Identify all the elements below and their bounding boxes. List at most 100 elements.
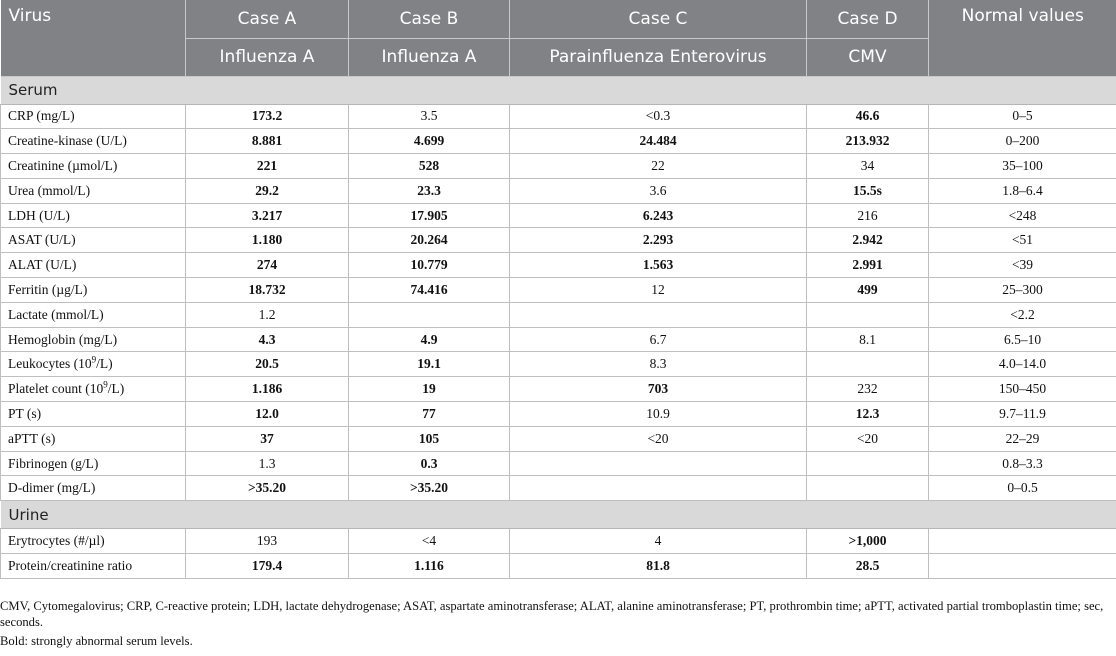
parameter-label-text: Lactate (mmol/L) — [8, 306, 104, 322]
header-row-viruses: Influenza A Influenza A Parainfluenza En… — [1, 38, 1116, 77]
case-a-header: Case A — [185, 0, 349, 39]
value-cell: 4 — [509, 528, 807, 555]
value-cell: <20 — [509, 426, 807, 452]
value-cell — [806, 351, 929, 378]
value-cell: 274 — [185, 252, 349, 279]
value-cell: 24.484 — [509, 128, 807, 155]
normal-value-cell: 150–450 — [928, 376, 1116, 403]
normal-value-cell: <39 — [928, 252, 1116, 279]
value-cell: 10.779 — [348, 252, 510, 279]
normal-value-cell — [928, 528, 1116, 555]
parameter-label: ASAT (U/L) — [0, 227, 186, 254]
value-cell: 4.9 — [348, 327, 510, 353]
parameter-label: Platelet count (109/L) — [0, 376, 186, 403]
case-b-header: Case B — [348, 0, 510, 39]
parameter-label: Creatinine (µmol/L) — [0, 153, 186, 179]
lab-values-table: Virus Case A Case B Case C Case D Normal… — [0, 0, 1116, 579]
value-cell: 6.7 — [509, 327, 807, 353]
normal-value-cell: 6.5–10 — [928, 327, 1116, 353]
normal-value-cell: 4.0–14.0 — [928, 351, 1116, 378]
parameter-label-text: D-dimer (mg/L) — [8, 480, 96, 496]
value-cell: 77 — [348, 401, 510, 427]
value-cell: 499 — [806, 277, 929, 303]
value-cell: 1.2 — [185, 302, 349, 328]
section-row: Urine — [0, 500, 1116, 530]
value-cell: <20 — [806, 426, 929, 452]
parameter-label: CRP (mg/L) — [0, 104, 186, 130]
value-cell: 29.2 — [185, 178, 349, 204]
parameter-label: Leukocytes (109/L) — [0, 351, 186, 378]
value-cell: 105 — [348, 426, 510, 452]
parameter-label: Creatine-kinase (U/L) — [0, 128, 186, 155]
parameter-label: LDH (U/L) — [0, 203, 186, 229]
value-cell: 1.116 — [348, 553, 510, 579]
normal-value-cell: <248 — [928, 203, 1116, 229]
value-cell: 2.991 — [806, 252, 929, 279]
value-cell: 28.5 — [806, 553, 929, 579]
value-cell: 37 — [185, 426, 349, 452]
table-body: Serum CRP (mg/L) 173.2 3.5 <0.3 46.6 0–5 Creati… — [0, 75, 1116, 579]
parameter-label: Fibrinogen (g/L) — [0, 451, 186, 477]
parameter-label: Protein/creatinine ratio — [0, 553, 186, 579]
parameter-label: Lactate (mmol/L) — [0, 302, 186, 328]
normal-value-cell: 35–100 — [928, 153, 1116, 179]
value-cell — [806, 302, 929, 328]
normal-value-cell: 25–300 — [928, 277, 1116, 303]
case-b-virus: Influenza A — [348, 38, 510, 77]
value-cell: 1.563 — [509, 252, 807, 279]
value-cell — [509, 302, 807, 328]
normal-value-cell: 1.8–6.4 — [928, 178, 1116, 204]
value-cell: 213.932 — [806, 128, 929, 155]
table-row: Fibrinogen (g/L) 1.3 0.3 0.8–3.3 — [0, 451, 1116, 477]
value-cell: >35.20 — [185, 475, 349, 502]
value-cell: 18.732 — [185, 277, 349, 303]
parameter-label-text: PT (s) — [8, 405, 42, 421]
value-cell: 20.5 — [185, 351, 349, 378]
value-cell: 0.3 — [348, 451, 510, 477]
parameter-label-text: Creatine-kinase (U/L) — [8, 133, 127, 149]
value-cell: 20.264 — [348, 227, 510, 254]
table-row: ASAT (U/L) 1.180 20.264 2.293 2.942 <51 — [0, 227, 1116, 254]
table-row: PT (s) 12.0 77 10.9 12.3 9.7–11.9 — [0, 401, 1116, 427]
value-cell: 17.905 — [348, 203, 510, 229]
section-title: Serum — [0, 75, 1116, 105]
value-cell: 2.293 — [509, 227, 807, 254]
value-cell: 528 — [348, 153, 510, 179]
value-cell: 8.3 — [509, 351, 807, 378]
bold-legend-note: Bold: strongly abnormal serum levels. — [0, 634, 193, 648]
value-cell: 19 — [348, 376, 510, 403]
value-cell: 4.699 — [348, 128, 510, 155]
value-cell: 6.243 — [509, 203, 807, 229]
parameter-label-text: Hemoglobin (mg/L) — [8, 331, 118, 347]
parameter-label-text: Erytrocytes (#/µl) — [8, 533, 105, 549]
table-row: Urea (mmol/L) 29.2 23.3 3.6 15.5s 1.8–6.4 — [0, 178, 1116, 204]
value-cell: 216 — [806, 203, 929, 229]
table-row: Creatinine (µmol/L) 221 528 22 34 35–100 — [0, 153, 1116, 179]
value-cell: 22 — [509, 153, 807, 179]
value-cell: 46.6 — [806, 104, 929, 130]
normal-value-cell: 9.7–11.9 — [928, 401, 1116, 427]
value-cell — [509, 475, 807, 502]
case-d-header: Case D — [806, 0, 929, 39]
normal-value-cell: 0.8–3.3 — [928, 451, 1116, 477]
value-cell: >1,000 — [806, 528, 929, 555]
header-row-cases: Virus Case A Case B Case C Case D Normal… — [0, 0, 1116, 77]
value-cell: 12 — [509, 277, 807, 303]
value-cell: 3.5 — [348, 104, 510, 130]
parameter-label-text: Platelet count (10 — [8, 381, 104, 397]
value-cell — [806, 475, 929, 502]
parameter-label-text: Protein/creatinine ratio — [8, 557, 133, 573]
normal-value-cell — [928, 553, 1116, 579]
value-cell — [348, 302, 510, 328]
table-row: CRP (mg/L) 173.2 3.5 <0.3 46.6 0–5 — [0, 104, 1116, 130]
parameter-label-exponent: 9 — [103, 379, 108, 390]
parameter-label-text: Leukocytes (10 — [8, 356, 92, 372]
parameter-label-text: Ferritin (µg/L) — [8, 281, 88, 297]
value-cell: 232 — [806, 376, 929, 403]
table-row: Creatine-kinase (U/L) 8.881 4.699 24.484 213… — [0, 128, 1116, 155]
value-cell: 2.942 — [806, 227, 929, 254]
value-cell: 74.416 — [348, 277, 510, 303]
table-row: Erytrocytes (#/µl) 193 <4 4 >1,000 — [0, 528, 1116, 555]
parameter-label-text: Fibrinogen (g/L) — [8, 455, 99, 471]
parameter-label-text: ASAT (U/L) — [8, 232, 76, 248]
